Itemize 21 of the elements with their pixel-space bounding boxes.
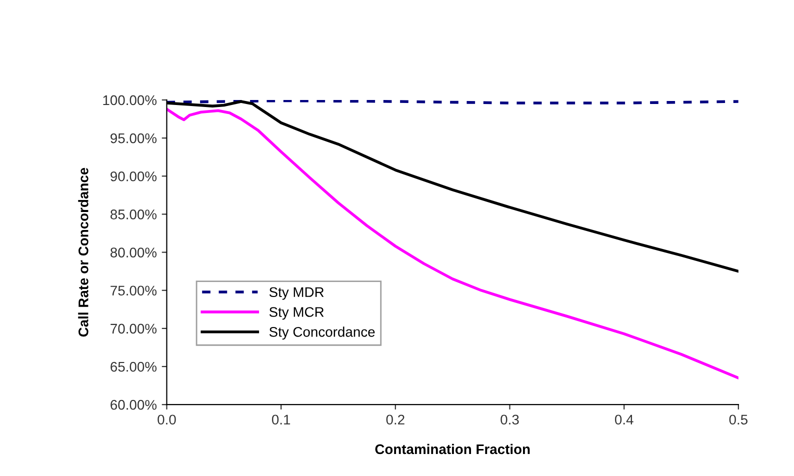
x-tick-label: 0.0	[158, 414, 176, 425]
y-tick-label: 75.00%	[110, 286, 157, 296]
y-tick-label: 95.00%	[110, 133, 157, 144]
y-tick-label: 85.00%	[110, 210, 157, 220]
y-tick-label: 100.00%	[103, 95, 157, 106]
x-tick-label: 0.5	[729, 414, 748, 425]
y-tick-label: 80.00%	[110, 248, 157, 258]
y-tick-label: 90.00%	[110, 171, 157, 182]
legend-label: Sty MDR	[269, 287, 324, 300]
line-series	[166, 108, 738, 380]
y-axis-title: Call Rate or Concordance	[78, 168, 88, 337]
x-axis-title: Contamination Fraction	[375, 444, 530, 454]
x-tick-label: 0.3	[500, 414, 519, 425]
y-tick-label: 65.00%	[110, 362, 157, 372]
legend-label: Sty MCR	[269, 307, 324, 320]
x-tick-label: 0.1	[272, 414, 290, 425]
legend-label: Sty Concordance	[269, 326, 375, 340]
y-tick-label: 60.00%	[110, 400, 157, 410]
x-tick-label: 0.2	[386, 414, 404, 425]
x-tick-label: 0.4	[614, 414, 634, 425]
y-tick-label: 70.00%	[110, 324, 157, 334]
